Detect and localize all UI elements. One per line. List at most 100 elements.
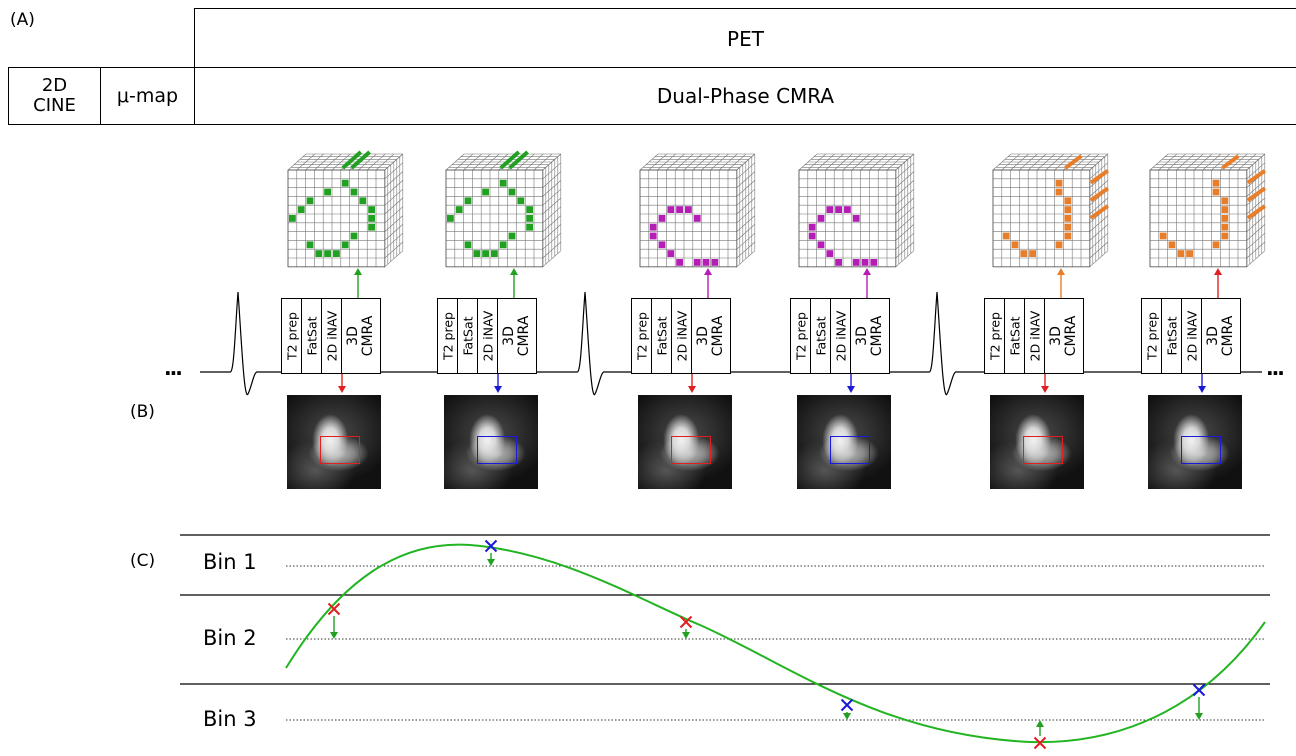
cube-stripe <box>1089 204 1109 220</box>
cube-voxel <box>1221 215 1229 222</box>
panel-label-a: (A) <box>10 10 35 30</box>
cube-voxel <box>1064 223 1072 231</box>
cube-voxel <box>368 215 375 222</box>
cube-voxel <box>526 206 533 213</box>
seq-fatsat-label: FatSat <box>1164 316 1179 356</box>
ellipsis-left: ... <box>164 356 183 380</box>
cube-voxel <box>1064 197 1072 205</box>
cube-voxel <box>711 259 719 266</box>
cube-voxel <box>491 250 498 257</box>
cube-stripe <box>499 150 521 170</box>
cube-voxel <box>350 232 358 240</box>
panel-label-c: (C) <box>130 551 156 571</box>
cube-stripe <box>1221 154 1240 170</box>
seq-fatsat: FatSat <box>652 299 672 373</box>
cube-stripe <box>1246 186 1266 203</box>
seq-inav: 2D iNAV <box>1025 299 1045 373</box>
seq-t2prep: T2 prep <box>1142 299 1162 373</box>
respiratory-curve <box>285 543 1266 744</box>
arrow-down-5-head <box>1198 386 1206 393</box>
seq-inav: 2D iNAV <box>322 299 342 373</box>
cube-voxel <box>835 206 842 213</box>
navigator-image <box>444 395 538 489</box>
cube-voxel <box>297 206 305 213</box>
arrow-down-0-head <box>338 386 346 393</box>
ecg-trace <box>200 291 1262 395</box>
cube-voxel <box>464 197 472 205</box>
seq-fatsat-label: FatSat <box>813 316 828 356</box>
cube-front <box>287 169 386 268</box>
cube-voxel <box>455 206 463 213</box>
seq-t2prep-label: T2 prep <box>987 312 1002 360</box>
sequence-block: T2 prep FatSat 2D iNAV 3D CMRA <box>984 298 1084 374</box>
cube-voxel <box>368 223 375 231</box>
cube-voxel <box>1221 197 1229 205</box>
cube-voxel <box>1221 223 1229 231</box>
arrow-up-5-head <box>1214 268 1222 275</box>
arrow-up-2-head <box>704 268 712 275</box>
panel-label-b: (B) <box>130 402 155 422</box>
seq-t2prep: T2 prep <box>438 299 458 373</box>
cube-voxel <box>1212 241 1220 249</box>
cube-voxel <box>517 197 525 205</box>
cube-stripe <box>341 150 363 170</box>
seq-t2prep: T2 prep <box>985 299 1005 373</box>
cube-voxel <box>658 241 666 249</box>
cube-voxel <box>508 188 516 196</box>
seq-cmra-label: 3D CMRA <box>345 315 376 357</box>
cube-voxel <box>693 215 701 222</box>
cube-voxel <box>1186 250 1193 257</box>
cube-voxel <box>315 250 323 257</box>
cube-voxel <box>341 241 349 249</box>
arrow-down-1-head <box>494 386 502 393</box>
seq-t2prep-label: T2 prep <box>634 312 649 360</box>
cube-voxel <box>1177 250 1185 257</box>
seq-inav: 2D iNAV <box>831 299 851 373</box>
cube-voxel <box>852 259 860 266</box>
seq-cmra: 3D CMRA <box>342 299 380 373</box>
cube-voxel <box>667 250 675 257</box>
cube-voxel <box>658 215 666 222</box>
cube-voxel <box>508 232 516 240</box>
seq-fatsat: FatSat <box>458 299 478 373</box>
cube-voxel <box>350 188 358 196</box>
bin-assign-arrow-2-head <box>682 632 690 639</box>
bin-label-2: Bin 2 <box>203 626 257 650</box>
seq-cmra: 3D CMRA <box>1202 299 1240 373</box>
seq-fatsat: FatSat <box>302 299 322 373</box>
cube-voxel <box>1002 232 1010 240</box>
cube-front <box>1149 169 1248 268</box>
seq-inav-label: 2D iNAV <box>674 310 689 362</box>
cube-voxel <box>817 241 825 249</box>
sequence-block: T2 prep FatSat 2D iNAV 3D CMRA <box>437 298 537 374</box>
x-marker <box>679 615 693 629</box>
cube-voxel <box>359 197 367 205</box>
cube-front <box>639 169 738 268</box>
ellipsis-right: ... <box>1266 356 1285 380</box>
seq-cmra-label: 3D CMRA <box>854 315 885 357</box>
cube-voxel <box>333 250 340 257</box>
sequence-block: T2 prep FatSat 2D iNAV 3D CMRA <box>790 298 890 374</box>
navigator-image <box>1148 395 1242 489</box>
cube-voxel <box>1064 206 1072 213</box>
cube-voxel <box>667 206 675 213</box>
seq-t2prep: T2 prep <box>282 299 302 373</box>
cube-stripe <box>1089 169 1109 185</box>
arrow-down-2-head <box>688 386 696 393</box>
seq-t2prep: T2 prep <box>791 299 811 373</box>
x-marker <box>1033 736 1047 750</box>
cube-voxel <box>844 206 851 213</box>
roi-box <box>830 436 870 464</box>
seq-inav-label: 2D iNAV <box>1184 310 1199 362</box>
cube-voxel <box>1212 179 1220 187</box>
seq-t2prep-label: T2 prep <box>440 312 455 360</box>
seq-cmra-label: 3D CMRA <box>1048 315 1079 357</box>
cube-voxel <box>870 259 878 266</box>
navigator-image <box>287 395 381 489</box>
cube-voxel <box>526 215 533 222</box>
arrow-up-3-head <box>863 268 871 275</box>
navigator-image <box>797 395 891 489</box>
cube-voxel <box>1064 232 1072 240</box>
arrow-down-4-head <box>1041 386 1049 393</box>
